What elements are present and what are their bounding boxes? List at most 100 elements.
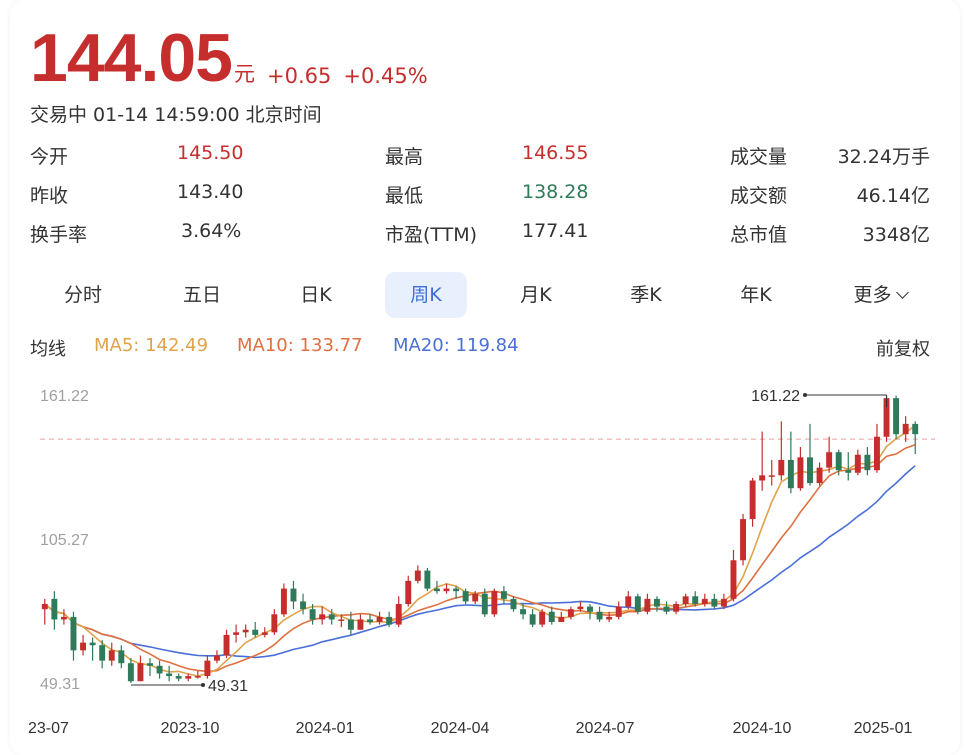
candle: [606, 611, 613, 623]
x-tick-label: 2024-01: [296, 720, 355, 737]
candle: [720, 593, 727, 610]
candle: [137, 655, 144, 682]
candle-body: [118, 650, 125, 664]
candle-body: [701, 598, 708, 605]
candle-body: [424, 570, 431, 589]
x-tick-label: 23-07: [28, 720, 69, 737]
candle: [634, 593, 641, 615]
candle: [443, 583, 450, 594]
candle-body: [338, 619, 345, 621]
candle-body: [309, 609, 316, 620]
candle: [520, 604, 527, 620]
candle-body: [395, 604, 402, 625]
x-tick-label: 2023-10: [161, 720, 220, 737]
stat-prev-close: 昨收: [30, 181, 68, 208]
adjust-button[interactable]: 前复权: [876, 339, 930, 360]
candle-body: [558, 616, 565, 623]
candle-body: [749, 480, 756, 520]
y-tick-label: 161.22: [40, 388, 89, 405]
candle: [835, 449, 842, 476]
candle: [99, 640, 106, 669]
candle-body: [682, 596, 689, 605]
stat-open: 今开: [30, 142, 68, 169]
candle: [242, 624, 249, 638]
candle: [778, 421, 785, 481]
candle-body: [414, 570, 421, 581]
chevron-down-icon: [895, 286, 909, 299]
candle-body: [405, 580, 412, 605]
candle: [194, 670, 201, 679]
candle: [405, 575, 412, 607]
stat-volume-value: 32.24万手: [837, 146, 930, 168]
candle-body: [500, 591, 507, 599]
tab-daily-k[interactable]: 日K: [300, 284, 332, 306]
candle: [414, 565, 421, 584]
high-annotation: 161.22: [751, 388, 800, 405]
candle-body: [242, 629, 249, 633]
stat-pe: 市盈(TTM): [385, 220, 477, 247]
candle: [711, 593, 718, 610]
candle: [673, 601, 680, 615]
y-tick-label: 49.31: [40, 676, 80, 693]
candle: [826, 436, 833, 473]
stat-turnover-value: 46.14亿: [856, 185, 930, 207]
candle-body: [807, 457, 813, 484]
tab-monthly-k[interactable]: 月K: [520, 284, 552, 306]
tab-intraday[interactable]: 分时: [63, 284, 102, 306]
candle-body: [759, 475, 766, 481]
candle-body: [596, 611, 603, 620]
candle: [433, 580, 440, 594]
candle: [663, 601, 670, 615]
candle: [539, 609, 546, 628]
candle-body: [854, 454, 861, 473]
candle-body: [261, 632, 268, 635]
tab-more[interactable]: 更多: [830, 272, 930, 318]
candle: [500, 586, 507, 605]
candle: [118, 645, 125, 669]
candle: [213, 650, 220, 664]
candle: [577, 601, 584, 612]
candle-body: [864, 454, 871, 471]
candle: [873, 423, 880, 473]
stat-low-value: 138.28: [522, 181, 589, 203]
candle-body: [548, 611, 555, 623]
candle-body: [443, 588, 450, 592]
tab-weekly-k[interactable]: 周K: [385, 272, 467, 318]
candle-body: [740, 519, 747, 561]
candle-body: [147, 663, 153, 666]
stat-prev-close-value: 143.40: [177, 181, 244, 203]
candle-body: [730, 560, 737, 599]
tab-five-day[interactable]: 五日: [182, 284, 221, 306]
candle-body: [653, 598, 660, 607]
candle: [587, 604, 593, 620]
candle: [252, 622, 259, 638]
stat-low: 最低: [385, 181, 423, 208]
candle: [625, 591, 632, 610]
candle-body: [615, 606, 622, 617]
candle-body: [252, 629, 259, 635]
stat-market-cap: 总市值: [730, 220, 787, 247]
tab-more-label: 更多: [853, 284, 892, 306]
stat-label: 成交额: [730, 185, 788, 207]
tab-quarterly-k[interactable]: 季K: [630, 284, 662, 306]
candle-body: [213, 655, 220, 661]
ma20-line: [44, 465, 916, 659]
price-unit: 元: [233, 62, 255, 86]
candle-body: [644, 598, 651, 612]
y-tick-label: 105.27: [40, 532, 89, 549]
candle: [367, 614, 373, 625]
candle: [912, 421, 919, 455]
candle: [453, 586, 460, 599]
x-tick-label: 2025-01: [854, 720, 913, 737]
stat-turnover-rate-value: 3.64%: [181, 220, 242, 242]
candle: [261, 627, 268, 638]
candle: [807, 423, 813, 486]
candle-body: [233, 632, 240, 635]
candle: [816, 462, 823, 486]
candle: [280, 583, 287, 617]
candle-body: [845, 470, 852, 473]
tab-yearly-k[interactable]: 年K: [740, 284, 772, 306]
candle: [730, 549, 737, 602]
high-marker-dot: [803, 393, 807, 397]
candle: [60, 609, 67, 625]
